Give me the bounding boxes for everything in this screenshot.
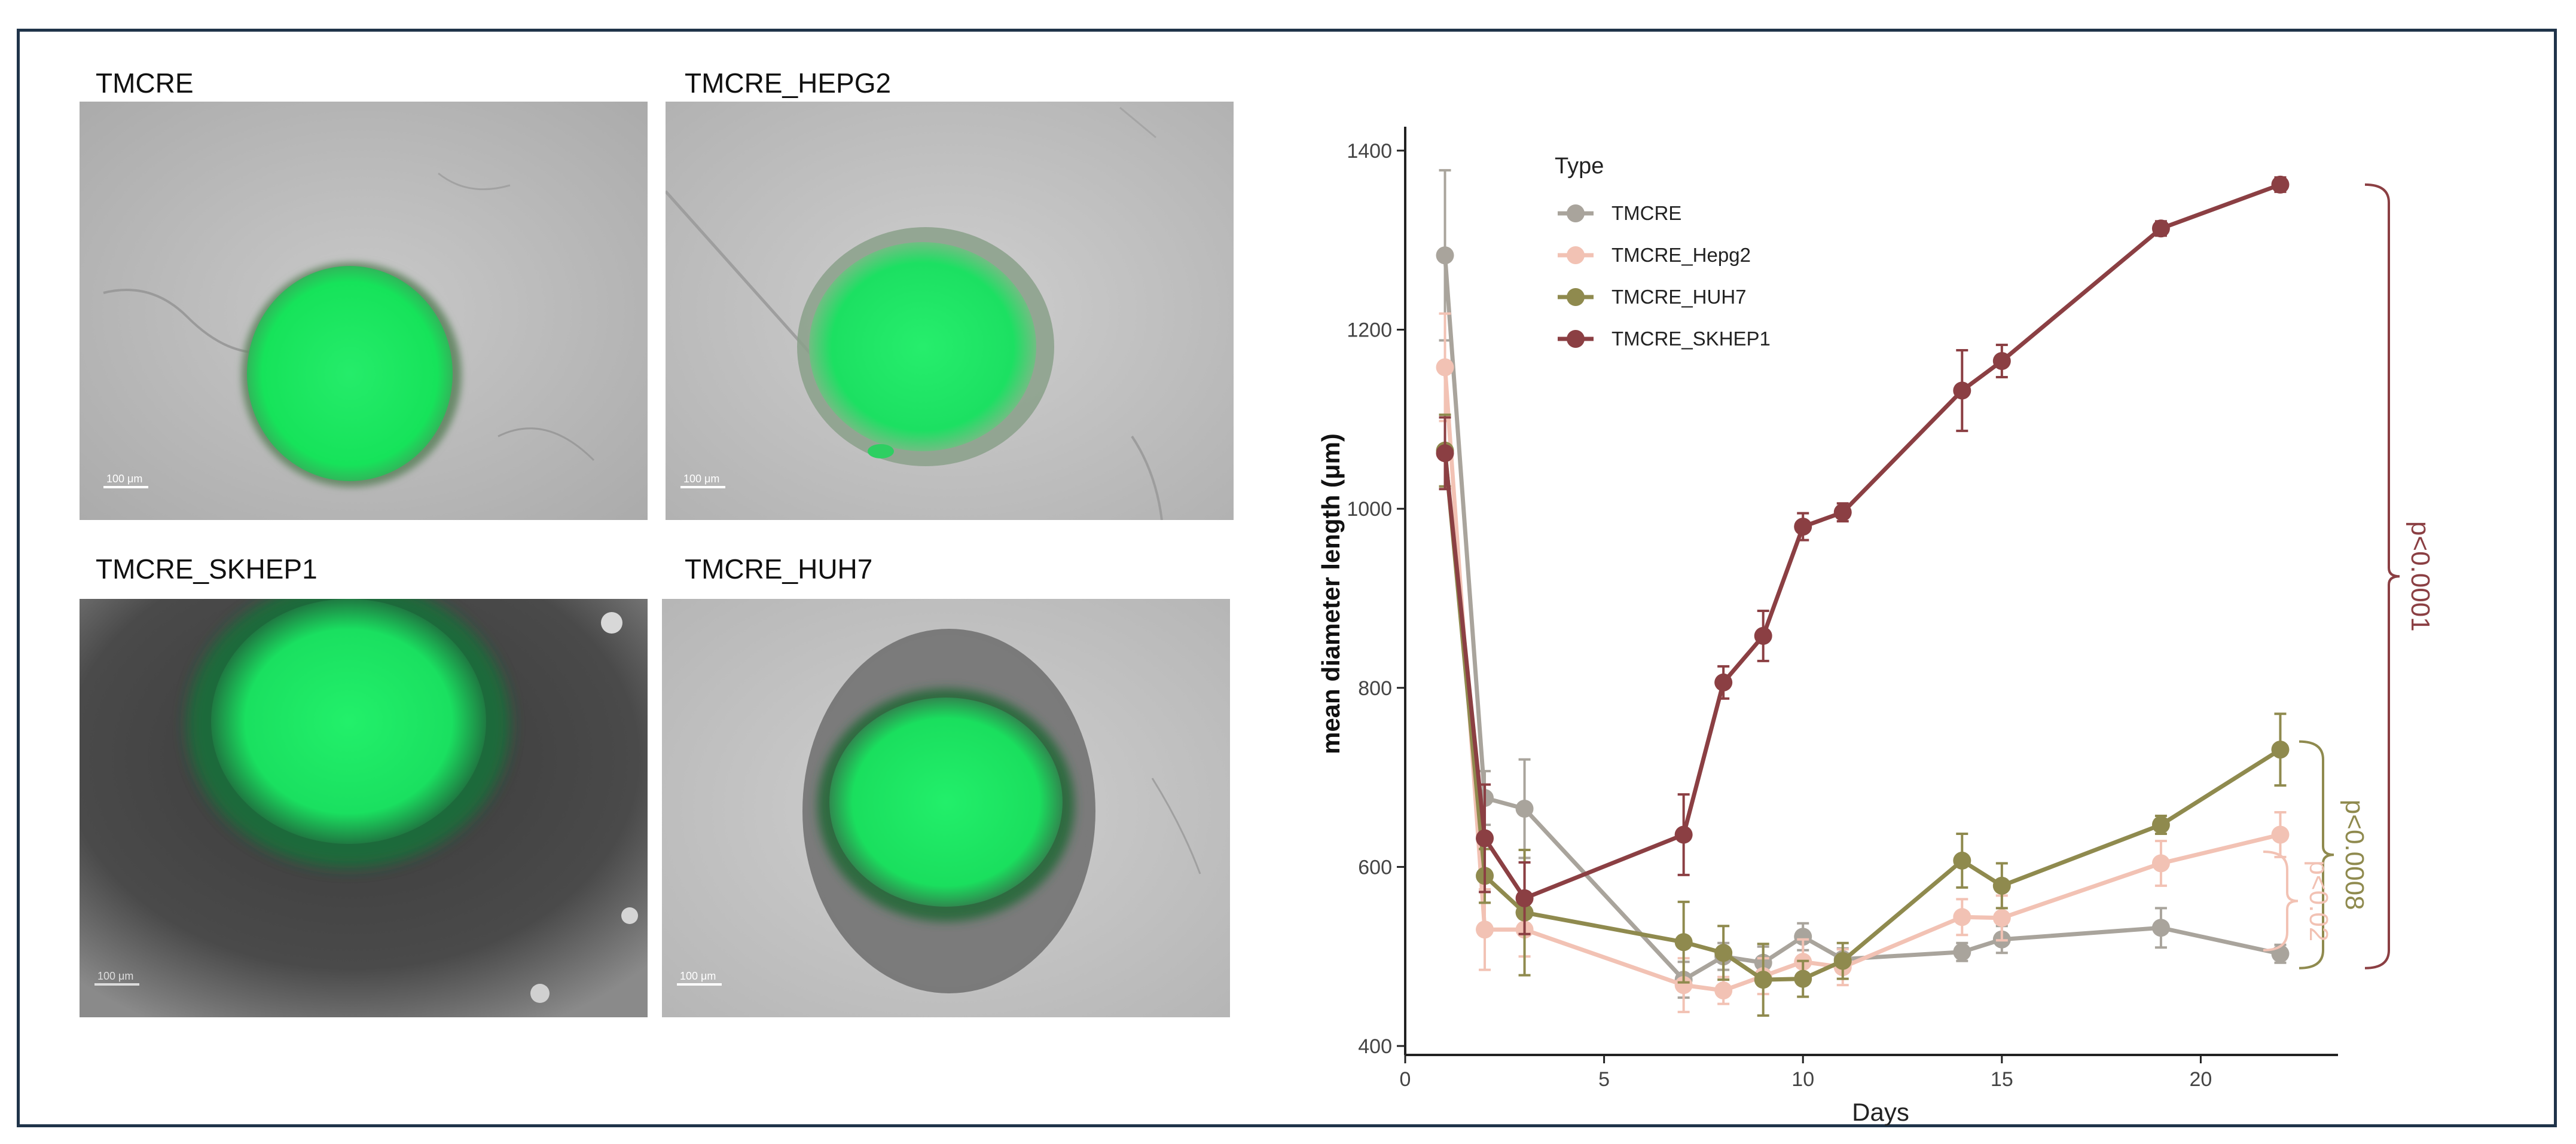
micrograph-tmcre: 100 μm bbox=[80, 102, 648, 520]
data-point bbox=[1436, 358, 1454, 377]
data-point bbox=[1674, 933, 1693, 952]
x-tick-label: 15 bbox=[1991, 1068, 2013, 1091]
micrograph-tmcre-skhep1: 100 μm bbox=[80, 599, 648, 1017]
series-line bbox=[1443, 255, 2281, 982]
panel-label-tmcre-skhep1: TMCRE_SKHEP1 bbox=[96, 553, 318, 585]
data-point bbox=[1953, 381, 1971, 400]
y-tick-label: 1200 bbox=[1347, 319, 1392, 342]
bracket-path bbox=[2299, 740, 2334, 969]
legend-swatch-marker bbox=[1567, 204, 1585, 222]
data-point bbox=[1794, 518, 1812, 536]
y-tick-label: 400 bbox=[1358, 1035, 1392, 1058]
scale-bar-label: 100 μm bbox=[97, 970, 133, 982]
data-point bbox=[2151, 854, 2170, 873]
series-line bbox=[1443, 367, 2281, 993]
chart-legend: Type TMCRE TMCRE_Hepg2 TMCRE_HUH7 TMCRE_SKHE… bbox=[1555, 154, 1771, 350]
x-tick-label: 5 bbox=[1598, 1068, 1610, 1091]
chart-axes: 400 600 800 1000 1200 1400 0 5 10 15 20 Days mean di… bbox=[1317, 127, 2338, 1126]
legend-entry: TMCRE bbox=[1611, 202, 1681, 224]
data-point bbox=[2151, 219, 2170, 238]
data-point bbox=[2151, 815, 2170, 834]
significance-bracket: p<0.0008 bbox=[2299, 740, 2369, 969]
x-tick-label: 10 bbox=[1791, 1068, 1814, 1091]
data-point bbox=[2271, 175, 2290, 194]
x-tick-label: 0 bbox=[1400, 1068, 1411, 1091]
y-tick-label: 1400 bbox=[1347, 140, 1392, 163]
y-tick-label: 600 bbox=[1358, 856, 1392, 879]
data-point bbox=[1953, 908, 1971, 926]
data-point bbox=[1515, 800, 1534, 818]
data-point bbox=[1714, 981, 1733, 1000]
legend-swatch-marker bbox=[1567, 330, 1585, 348]
data-point bbox=[1833, 952, 1852, 970]
data-point bbox=[1476, 829, 1494, 848]
panel-label-tmcre-hepg2: TMCRE_HEPG2 bbox=[685, 68, 892, 99]
bracket-path bbox=[2263, 850, 2299, 952]
panel-label-tmcre-huh7: TMCRE_HUH7 bbox=[685, 553, 873, 585]
scale-bar-label: 100 μm bbox=[680, 970, 716, 982]
data-point bbox=[1833, 503, 1852, 522]
data-point bbox=[2151, 919, 2170, 937]
data-point bbox=[1754, 971, 1772, 989]
data-point bbox=[1714, 673, 1733, 692]
series-tmcre-skhep1 bbox=[1436, 175, 2290, 935]
p-value-label: p<0.0008 bbox=[2340, 800, 2369, 910]
legend-swatch-marker bbox=[1567, 288, 1585, 306]
bracket-path bbox=[2364, 183, 2400, 969]
data-point bbox=[1714, 944, 1733, 962]
data-point bbox=[1992, 876, 2011, 895]
legend-entry: TMCRE_HUH7 bbox=[1611, 286, 1747, 308]
data-point bbox=[2271, 741, 2290, 759]
data-point bbox=[1953, 851, 1971, 870]
line-chart: 400 600 800 1000 1200 1400 0 5 10 15 20 Days mean di… bbox=[1317, 127, 2435, 1126]
scale-bar-label: 100 μm bbox=[106, 473, 142, 485]
significance-bracket: p<0.0001 bbox=[2364, 183, 2435, 969]
data-point bbox=[1436, 444, 1454, 463]
x-axis-title: Days bbox=[1852, 1098, 1909, 1126]
data-point bbox=[1754, 626, 1772, 645]
significance-bracket: p<0.02 bbox=[2263, 850, 2333, 952]
legend-entry: TMCRE_SKHEP1 bbox=[1611, 328, 1771, 350]
y-axis-title: mean diameter length (μm) bbox=[1317, 433, 1345, 754]
panel-label-tmcre: TMCRE bbox=[96, 68, 194, 99]
micrograph-tmcre-hepg2: 100 μm bbox=[666, 102, 1234, 520]
legend-swatch-marker bbox=[1567, 246, 1585, 264]
y-tick-label: 800 bbox=[1358, 677, 1392, 700]
data-point bbox=[1992, 909, 2011, 927]
p-value-label: p<0.0001 bbox=[2406, 521, 2435, 632]
scale-bar-label: 100 μm bbox=[683, 473, 719, 485]
micrograph-tmcre-huh7: 100 μm bbox=[662, 599, 1230, 1017]
series-line bbox=[1443, 450, 2282, 982]
x-tick-label: 20 bbox=[2190, 1068, 2212, 1091]
data-point bbox=[1515, 889, 1534, 907]
chart-series bbox=[1436, 169, 2290, 1017]
legend-title: Type bbox=[1555, 154, 1604, 179]
data-point bbox=[1436, 246, 1454, 265]
y-tick-label: 1000 bbox=[1347, 498, 1392, 521]
data-point bbox=[1953, 943, 1971, 961]
p-value-label: p<0.02 bbox=[2304, 860, 2333, 941]
data-point bbox=[1794, 969, 1812, 988]
series-line bbox=[1443, 182, 2281, 901]
data-point bbox=[1476, 920, 1494, 939]
data-point bbox=[2271, 825, 2290, 844]
data-point bbox=[1674, 976, 1693, 995]
series-tmcre bbox=[1436, 169, 2290, 999]
data-point bbox=[1992, 352, 2011, 371]
data-point bbox=[1794, 928, 1812, 946]
legend-entry: TMCRE_Hepg2 bbox=[1611, 244, 1751, 266]
data-point bbox=[1674, 825, 1693, 844]
